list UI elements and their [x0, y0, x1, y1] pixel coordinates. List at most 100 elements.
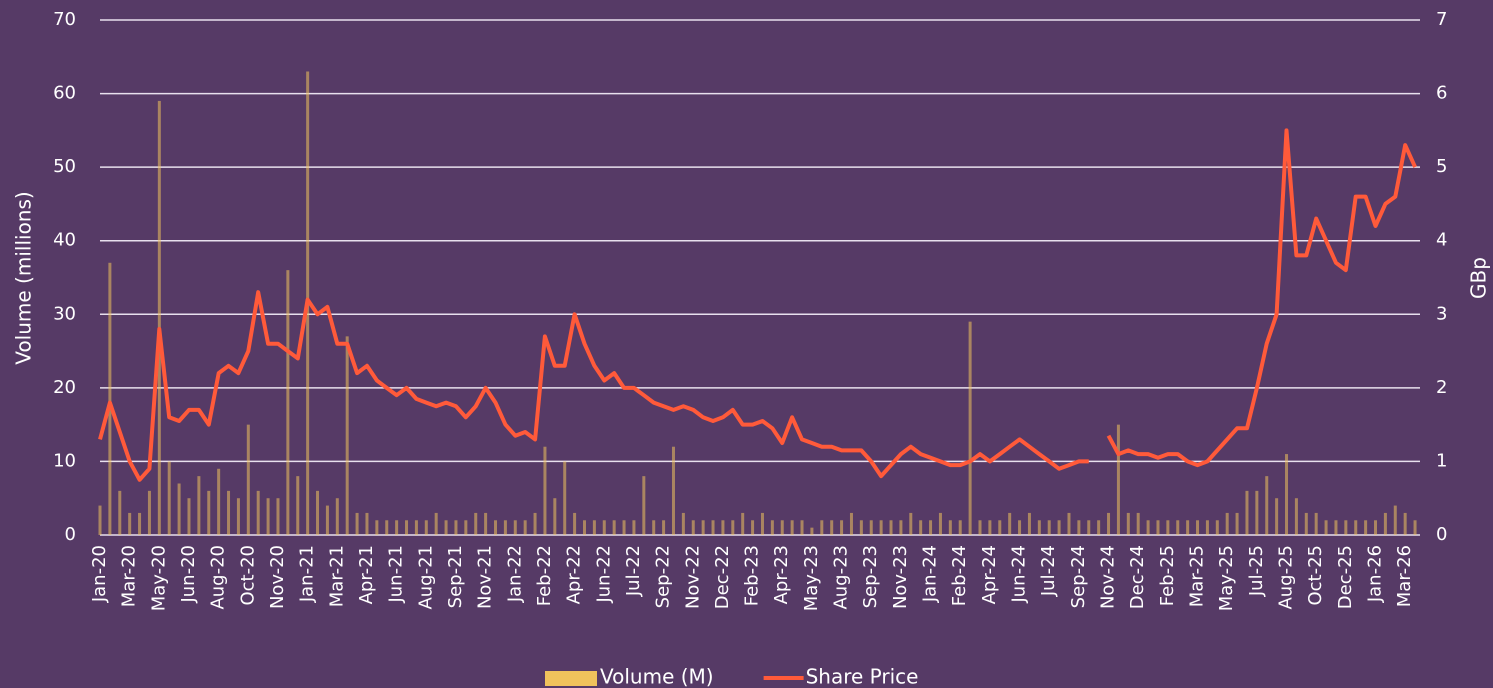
volume-bar [1205, 520, 1209, 535]
x-tick-label: Nov-21 [475, 545, 496, 609]
price-line [98, 128, 1417, 482]
volume-bar [741, 512, 745, 535]
y-tick-label: 70 [53, 9, 76, 30]
x-tick-label: Aug-23 [831, 545, 852, 610]
x-tick-label: Sep-21 [445, 545, 466, 608]
volume-bar [1344, 520, 1348, 535]
volume-bar [830, 520, 834, 535]
volume-bar [948, 520, 952, 535]
volume-bar [187, 498, 191, 535]
volume-bar [938, 512, 942, 535]
volume-bar [266, 498, 270, 535]
y2-tick-label: 2 [1436, 377, 1447, 398]
x-tick-label: Mar-26 [1394, 545, 1415, 607]
volume-bar [434, 512, 438, 535]
x-tick-label: Jan-22 [504, 545, 525, 603]
x-tick-label: Feb-25 [1157, 545, 1178, 606]
volume-bar [840, 520, 844, 535]
volume-bar [1255, 490, 1259, 535]
x-tick-label: Jun-20 [178, 545, 199, 604]
x-tick-label: Aug-21 [415, 545, 436, 610]
x-tick-label: May-23 [801, 545, 822, 611]
x-tick-label: Mar-20 [119, 545, 140, 607]
x-tick-label: Oct-20 [237, 545, 258, 606]
x-tick-label: Jul-25 [1246, 545, 1267, 597]
x-tick-label: Dec-24 [1127, 545, 1148, 609]
x-tick-label: Jan-24 [920, 545, 941, 603]
volume-bar [810, 527, 814, 535]
x-tick-label: Jan-26 [1365, 545, 1386, 603]
volume-bar [1364, 520, 1368, 535]
volume-bar [1225, 512, 1229, 535]
volume-bar [1176, 520, 1180, 535]
volume-bar [414, 520, 418, 535]
x-tick-label: Jul-24 [1038, 545, 1059, 597]
x-tick-label: Apr-22 [564, 545, 585, 604]
volume-bar [721, 520, 725, 535]
volume-bar [1393, 505, 1397, 535]
volume-bar [138, 512, 142, 535]
y2-tick-label: 5 [1436, 156, 1447, 177]
volume-bar [1107, 512, 1111, 535]
volume-bar [108, 262, 112, 535]
y2-tick-label: 1 [1436, 450, 1447, 471]
volume-bar [484, 512, 488, 535]
x-tick-label: Sep-24 [1068, 545, 1089, 608]
volume-bar [958, 520, 962, 535]
volume-bar [1294, 498, 1298, 535]
volume-bar [751, 520, 755, 535]
volume-bar [1166, 520, 1170, 535]
volume-bar [899, 520, 903, 535]
volume-bar [652, 520, 656, 535]
x-tick-label: Oct-25 [1305, 545, 1326, 606]
volume-bar [464, 520, 468, 535]
x-tick-label: Apr-23 [771, 545, 792, 604]
x-tick-label: Sep-22 [653, 545, 674, 608]
volume-bar [642, 476, 646, 535]
x-tick-label: Jul-22 [623, 545, 644, 597]
volume-bar [1047, 520, 1051, 535]
x-tick-label: Dec-25 [1335, 545, 1356, 609]
y2-axis-title: GBp [1467, 257, 1491, 299]
volume-bar [444, 520, 448, 535]
volume-bar [671, 446, 675, 535]
volume-bar [612, 520, 616, 535]
x-tick-label: Jun-21 [386, 545, 407, 604]
volume-bar [1314, 512, 1318, 535]
volume-bar [98, 505, 102, 535]
y-tick-label: 30 [53, 303, 76, 324]
volume-bar [325, 505, 329, 535]
volume-bar [632, 520, 636, 535]
x-tick-label: Jan-21 [297, 545, 318, 603]
volume-bar [533, 512, 537, 535]
volume-bar [889, 520, 893, 535]
volume-bar [1275, 498, 1279, 535]
volume-bar [1087, 520, 1091, 535]
volume-bar [1215, 520, 1219, 535]
volume-bar [236, 498, 240, 535]
volume-bar [276, 498, 280, 535]
volume-bar [1304, 512, 1308, 535]
volume-bar [998, 520, 1002, 535]
volume-bar [513, 520, 517, 535]
volume-bar [573, 512, 577, 535]
y-tick-label: 0 [65, 524, 76, 545]
volume-bar [1354, 520, 1358, 535]
volume-bar [454, 520, 458, 535]
x-tick-label: Jun-24 [1009, 545, 1030, 604]
y-tick-label: 50 [53, 156, 76, 177]
x-tick-label: Apr-24 [979, 545, 1000, 604]
volume-bar [405, 520, 409, 535]
volume-bar [128, 512, 132, 535]
volume-bar [1116, 424, 1120, 535]
volume-bar [691, 520, 695, 535]
y-tick-label: 60 [53, 83, 76, 104]
volume-bar [978, 520, 982, 535]
volume-bar [197, 476, 201, 535]
volume-bar [474, 512, 478, 535]
volume-bar [622, 520, 626, 535]
volume-bar [859, 520, 863, 535]
volume-bar [1334, 520, 1338, 535]
volume-bar [1057, 520, 1061, 535]
volume-bar [1374, 520, 1378, 535]
